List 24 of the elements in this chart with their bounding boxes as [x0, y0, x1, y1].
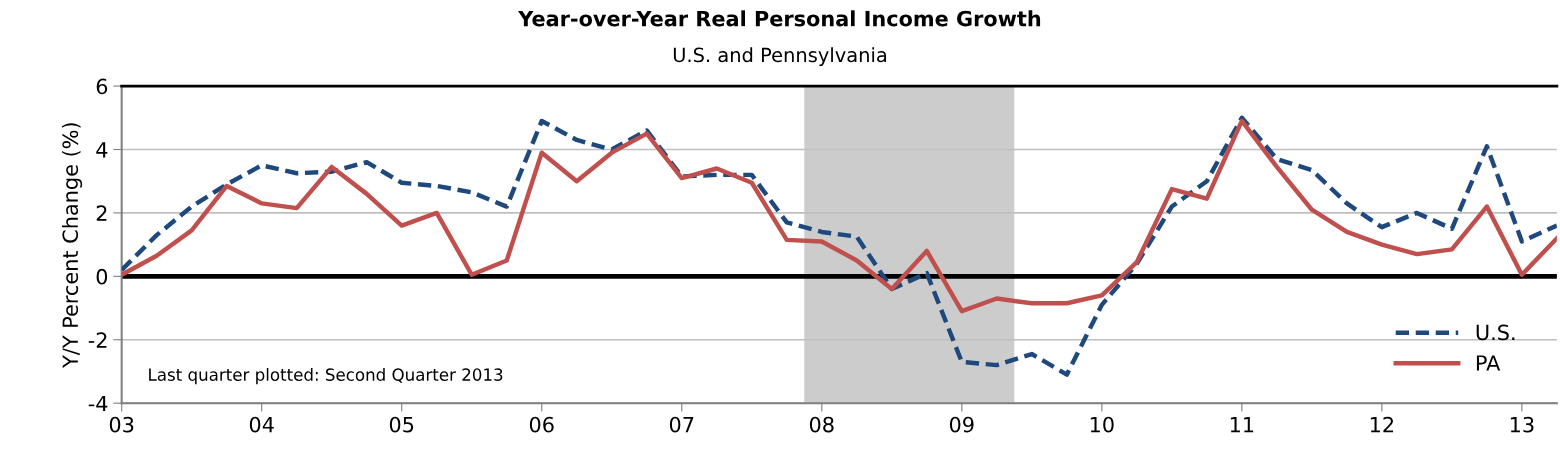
legend-label: PA: [1476, 355, 1501, 371]
chart-subtitle: U.S. and Pennsylvania: [673, 47, 887, 67]
x-tick-label: 12: [1370, 416, 1394, 433]
y-tick-label: 0: [96, 268, 108, 285]
x-tick-label: 11: [1230, 417, 1254, 433]
y-tick-label: -2: [88, 332, 107, 348]
x-tick-label: 10: [1090, 416, 1114, 433]
x-tick-label: 08: [809, 416, 834, 433]
annotation: Last quarter plotted: Second Quarter 2013: [149, 368, 503, 385]
legend-label: U.S.: [1476, 324, 1515, 341]
y-tick-label: 6: [96, 78, 108, 95]
y-tick-label: 4: [96, 142, 108, 158]
x-tick-label: 05: [389, 416, 414, 433]
x-tick-label: 03: [109, 416, 134, 433]
y-tick-label: 2: [96, 205, 107, 221]
y-tick-label: -4: [88, 395, 108, 412]
line-series: [121, 118, 1557, 314]
chart-title: Year-over-Year Real Personal Income Growth: [518, 10, 1041, 27]
x-tick-label: 09: [949, 416, 974, 433]
x-tick-label: 04: [249, 416, 274, 433]
x-tick-label: 07: [669, 416, 694, 433]
x-tick-label: 13: [1510, 416, 1534, 433]
y-axis-title: Y/Y Percent Change (%): [62, 123, 83, 368]
x-tick-label: 06: [529, 416, 554, 433]
